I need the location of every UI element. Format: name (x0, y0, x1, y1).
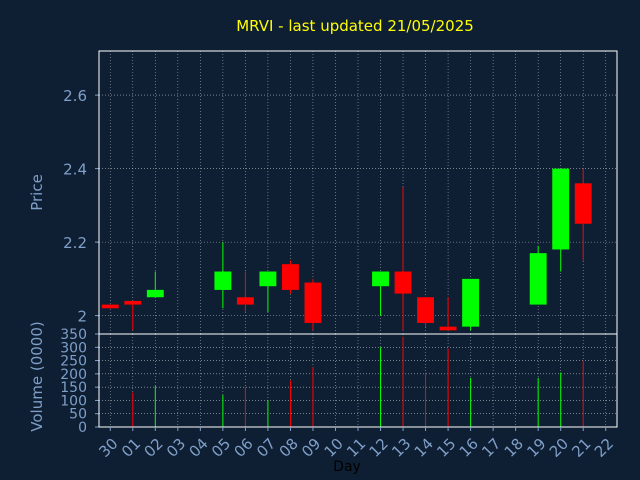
price-y-tick-label: 2.6 (63, 87, 87, 105)
candle-body (214, 271, 232, 290)
candle-body (439, 326, 457, 331)
volume-y-tick-label: 250 (60, 354, 87, 370)
volume-y-tick-label: 100 (60, 393, 87, 409)
price-y-tick-label: 2 (77, 308, 87, 326)
volume-bars (132, 336, 584, 427)
candle-body (236, 297, 254, 305)
candle-body (259, 271, 277, 287)
candle-body (394, 271, 412, 294)
volume-y-tick-label: 300 (60, 340, 87, 356)
candle-body (281, 264, 299, 290)
candle-body (101, 304, 119, 309)
candle-body (462, 278, 480, 327)
candle-body (552, 168, 570, 250)
candle-body (124, 300, 142, 305)
volume-y-tick-label: 50 (69, 407, 87, 423)
x-axis-label: Day (333, 459, 361, 475)
candle-body (146, 289, 164, 298)
volume-y-tick-label: 0 (78, 420, 87, 436)
volume-y-tick-label: 150 (60, 380, 87, 396)
volume-axis-label: Volume (0000) (28, 321, 46, 431)
price-axis-label: Price (28, 174, 46, 211)
price-candles (101, 168, 592, 331)
price-y-ticks: 2 2.2 2.4 2.6 (63, 87, 99, 326)
chart-title: MRVI - last updated 21/05/2025 (236, 17, 474, 35)
candle-body (417, 297, 435, 323)
candle-body (574, 183, 592, 224)
candle-body (304, 282, 322, 323)
candle-body (529, 253, 547, 305)
price-y-tick-label: 2.2 (63, 234, 87, 252)
candle-body (372, 271, 389, 287)
price-y-tick-label: 2.4 (63, 161, 87, 179)
price-panel: 2 2.2 2.4 2.6 Price (28, 50, 618, 335)
volume-y-tick-label: 200 (60, 367, 87, 383)
volume-y-tick-label: 350 (60, 327, 87, 343)
